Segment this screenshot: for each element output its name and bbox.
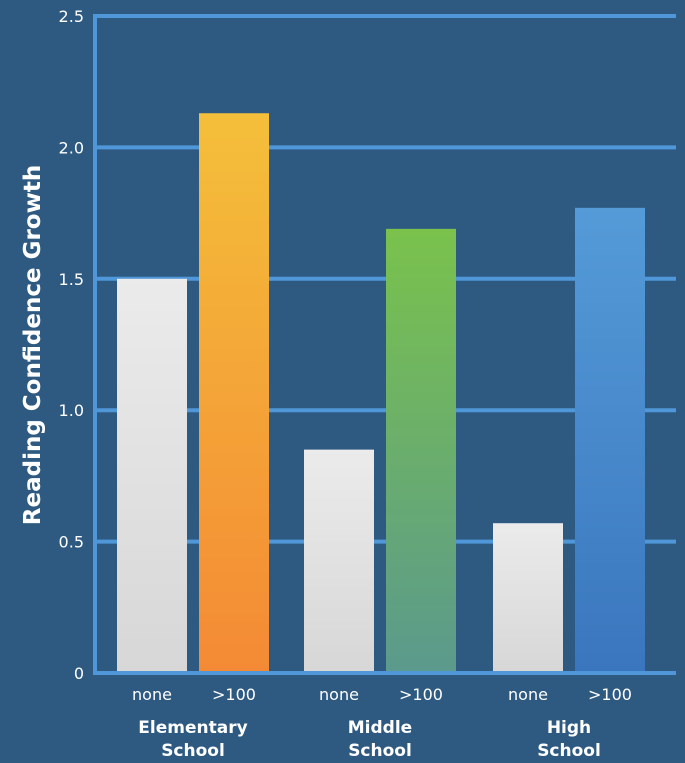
x-category-label-1-1: >100 xyxy=(399,685,443,704)
x-category-label-0-1: >100 xyxy=(212,685,256,704)
bars xyxy=(117,113,645,672)
bar-0-1 xyxy=(199,113,269,671)
y-tick-label-5: 2.5 xyxy=(59,7,84,26)
x-group-label-1-line-0: Middle xyxy=(348,718,412,738)
y-tick-label-4: 2.0 xyxy=(59,138,84,157)
x-group-label-0-line-0: Elementary xyxy=(138,718,247,738)
y-tick-label-0: 0 xyxy=(74,664,84,683)
y-tick-label-3: 1.5 xyxy=(59,270,84,289)
x-group-label-2-line-0: High xyxy=(547,718,591,738)
x-group-label-2-line-1: School xyxy=(537,741,601,761)
bar-1-1 xyxy=(386,228,456,672)
x-category-label-0-0: none xyxy=(132,685,172,704)
bar-0-0 xyxy=(117,278,187,671)
x-group-label-0-line-1: School xyxy=(161,741,225,761)
x-group-label-1-line-1: School xyxy=(348,741,412,761)
y-axis-label: Reading Confidence Growth xyxy=(20,165,46,525)
x-category-label-1-0: none xyxy=(319,685,359,704)
axes xyxy=(93,14,676,675)
x-group-labels: Elementary School Middle School High School xyxy=(138,718,601,761)
y-tick-label-1: 0.5 xyxy=(59,533,84,552)
x-category-label-2-0: none xyxy=(508,685,548,704)
y-tick-labels: 0 0.5 1.0 1.5 2.0 2.5 xyxy=(59,7,84,683)
x-category-labels: none >100 none >100 none >100 xyxy=(132,685,632,704)
bar-2-0 xyxy=(493,523,563,671)
x-category-label-2-1: >100 xyxy=(588,685,632,704)
y-tick-label-2: 1.0 xyxy=(59,401,84,420)
bar-1-0 xyxy=(304,449,374,671)
bar-2-1 xyxy=(575,207,645,671)
